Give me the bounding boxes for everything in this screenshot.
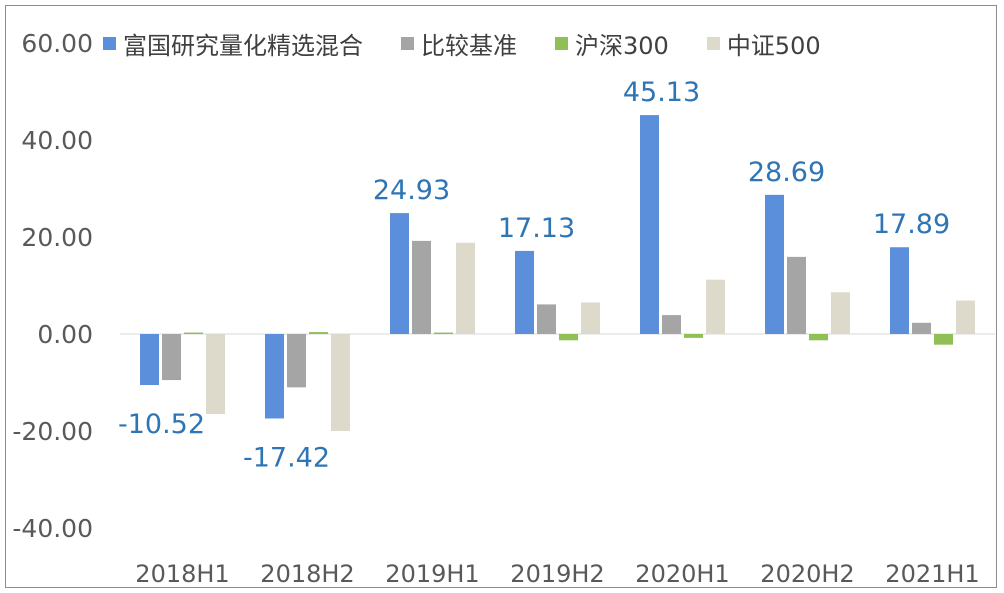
- bar-fund: [140, 334, 159, 386]
- bar-fund: [265, 334, 284, 419]
- x-tick-label: 2018H1: [135, 560, 229, 588]
- bar-benchmark: [162, 334, 181, 381]
- bar-csi300: [934, 334, 953, 345]
- bar-csi300: [559, 334, 578, 341]
- legend-label-csi300: 沪深300: [575, 31, 669, 60]
- bar-csi500: [581, 302, 600, 334]
- legend-swatch-csi500: [706, 36, 720, 50]
- bar-csi500: [706, 279, 725, 334]
- x-axis: 2018H1 2018H2 2019H1 2019H2 2020H1 2020H2 2021…: [135, 560, 979, 588]
- x-tick-label: 2019H2: [510, 560, 604, 588]
- bar-fund: [765, 194, 784, 334]
- data-label: 17.89: [873, 209, 950, 240]
- y-axis: 60.00 40.00 20.00 0.00 -20.00 -40.00: [12, 29, 93, 543]
- legend-label-fund: 富国研究量化精选混合: [123, 31, 363, 60]
- bar-csi300: [184, 332, 203, 334]
- data-label: 17.13: [498, 213, 575, 244]
- data-label: 28.69: [748, 157, 825, 188]
- bar-fund: [515, 250, 534, 334]
- legend-label-csi500: 中证500: [726, 31, 821, 60]
- bar-benchmark: [662, 315, 681, 334]
- bar-benchmark: [787, 256, 806, 334]
- data-label: -17.42: [243, 442, 330, 473]
- legend-swatch-csi300: [555, 36, 568, 50]
- x-tick-label: 2019H1: [385, 560, 479, 588]
- y-tick-label: -40.00: [12, 514, 93, 543]
- legend-item-csi300: 沪深300: [555, 26, 669, 61]
- bar-benchmark: [912, 322, 931, 334]
- legend-item-csi500: 中证500: [706, 26, 821, 61]
- legend: 富国研究量化精选混合 比较基准 沪深300 中证500: [103, 26, 859, 61]
- bar-csi300: [809, 334, 828, 341]
- bar-benchmark: [287, 334, 306, 388]
- bar-csi300: [309, 332, 328, 334]
- data-label: 45.13: [623, 77, 700, 108]
- data-label: -10.52: [118, 409, 205, 440]
- x-tick-label: 2020H1: [635, 560, 729, 588]
- bar-fund: [640, 115, 659, 334]
- data-labels: -10.52 -17.42 24.93 17.13 45.13 28.69 17.89: [118, 77, 950, 473]
- y-tick-label: 40.00: [21, 126, 93, 155]
- y-tick-label: -20.00: [12, 417, 93, 446]
- bar-csi500: [456, 242, 475, 334]
- y-tick-label: 60.00: [21, 29, 93, 58]
- bar-fund: [890, 247, 909, 334]
- y-tick-label: 20.00: [21, 223, 93, 252]
- data-label: 24.93: [373, 175, 450, 206]
- bar-csi500: [956, 300, 975, 334]
- bar-benchmark: [537, 304, 556, 334]
- legend-item-fund: 富国研究量化精选混合: [103, 26, 363, 61]
- x-tick-label: 2018H2: [260, 560, 354, 588]
- bars: [140, 115, 975, 431]
- x-tick-label: 2020H2: [760, 560, 854, 588]
- bar-csi500: [206, 334, 225, 415]
- x-tick-label: 2021H1: [885, 560, 979, 588]
- bar-fund: [390, 213, 409, 334]
- legend-item-benchmark: 比较基准: [401, 26, 517, 61]
- bar-csi300: [684, 334, 703, 338]
- bar-csi500: [831, 292, 850, 334]
- bar-csi500: [331, 334, 350, 431]
- y-tick-label: 0.00: [37, 320, 93, 349]
- legend-swatch-fund: [103, 36, 116, 50]
- legend-swatch-benchmark: [401, 36, 414, 50]
- bar-benchmark: [412, 240, 431, 334]
- legend-label-benchmark: 比较基准: [421, 31, 517, 60]
- bar-csi300: [434, 332, 453, 334]
